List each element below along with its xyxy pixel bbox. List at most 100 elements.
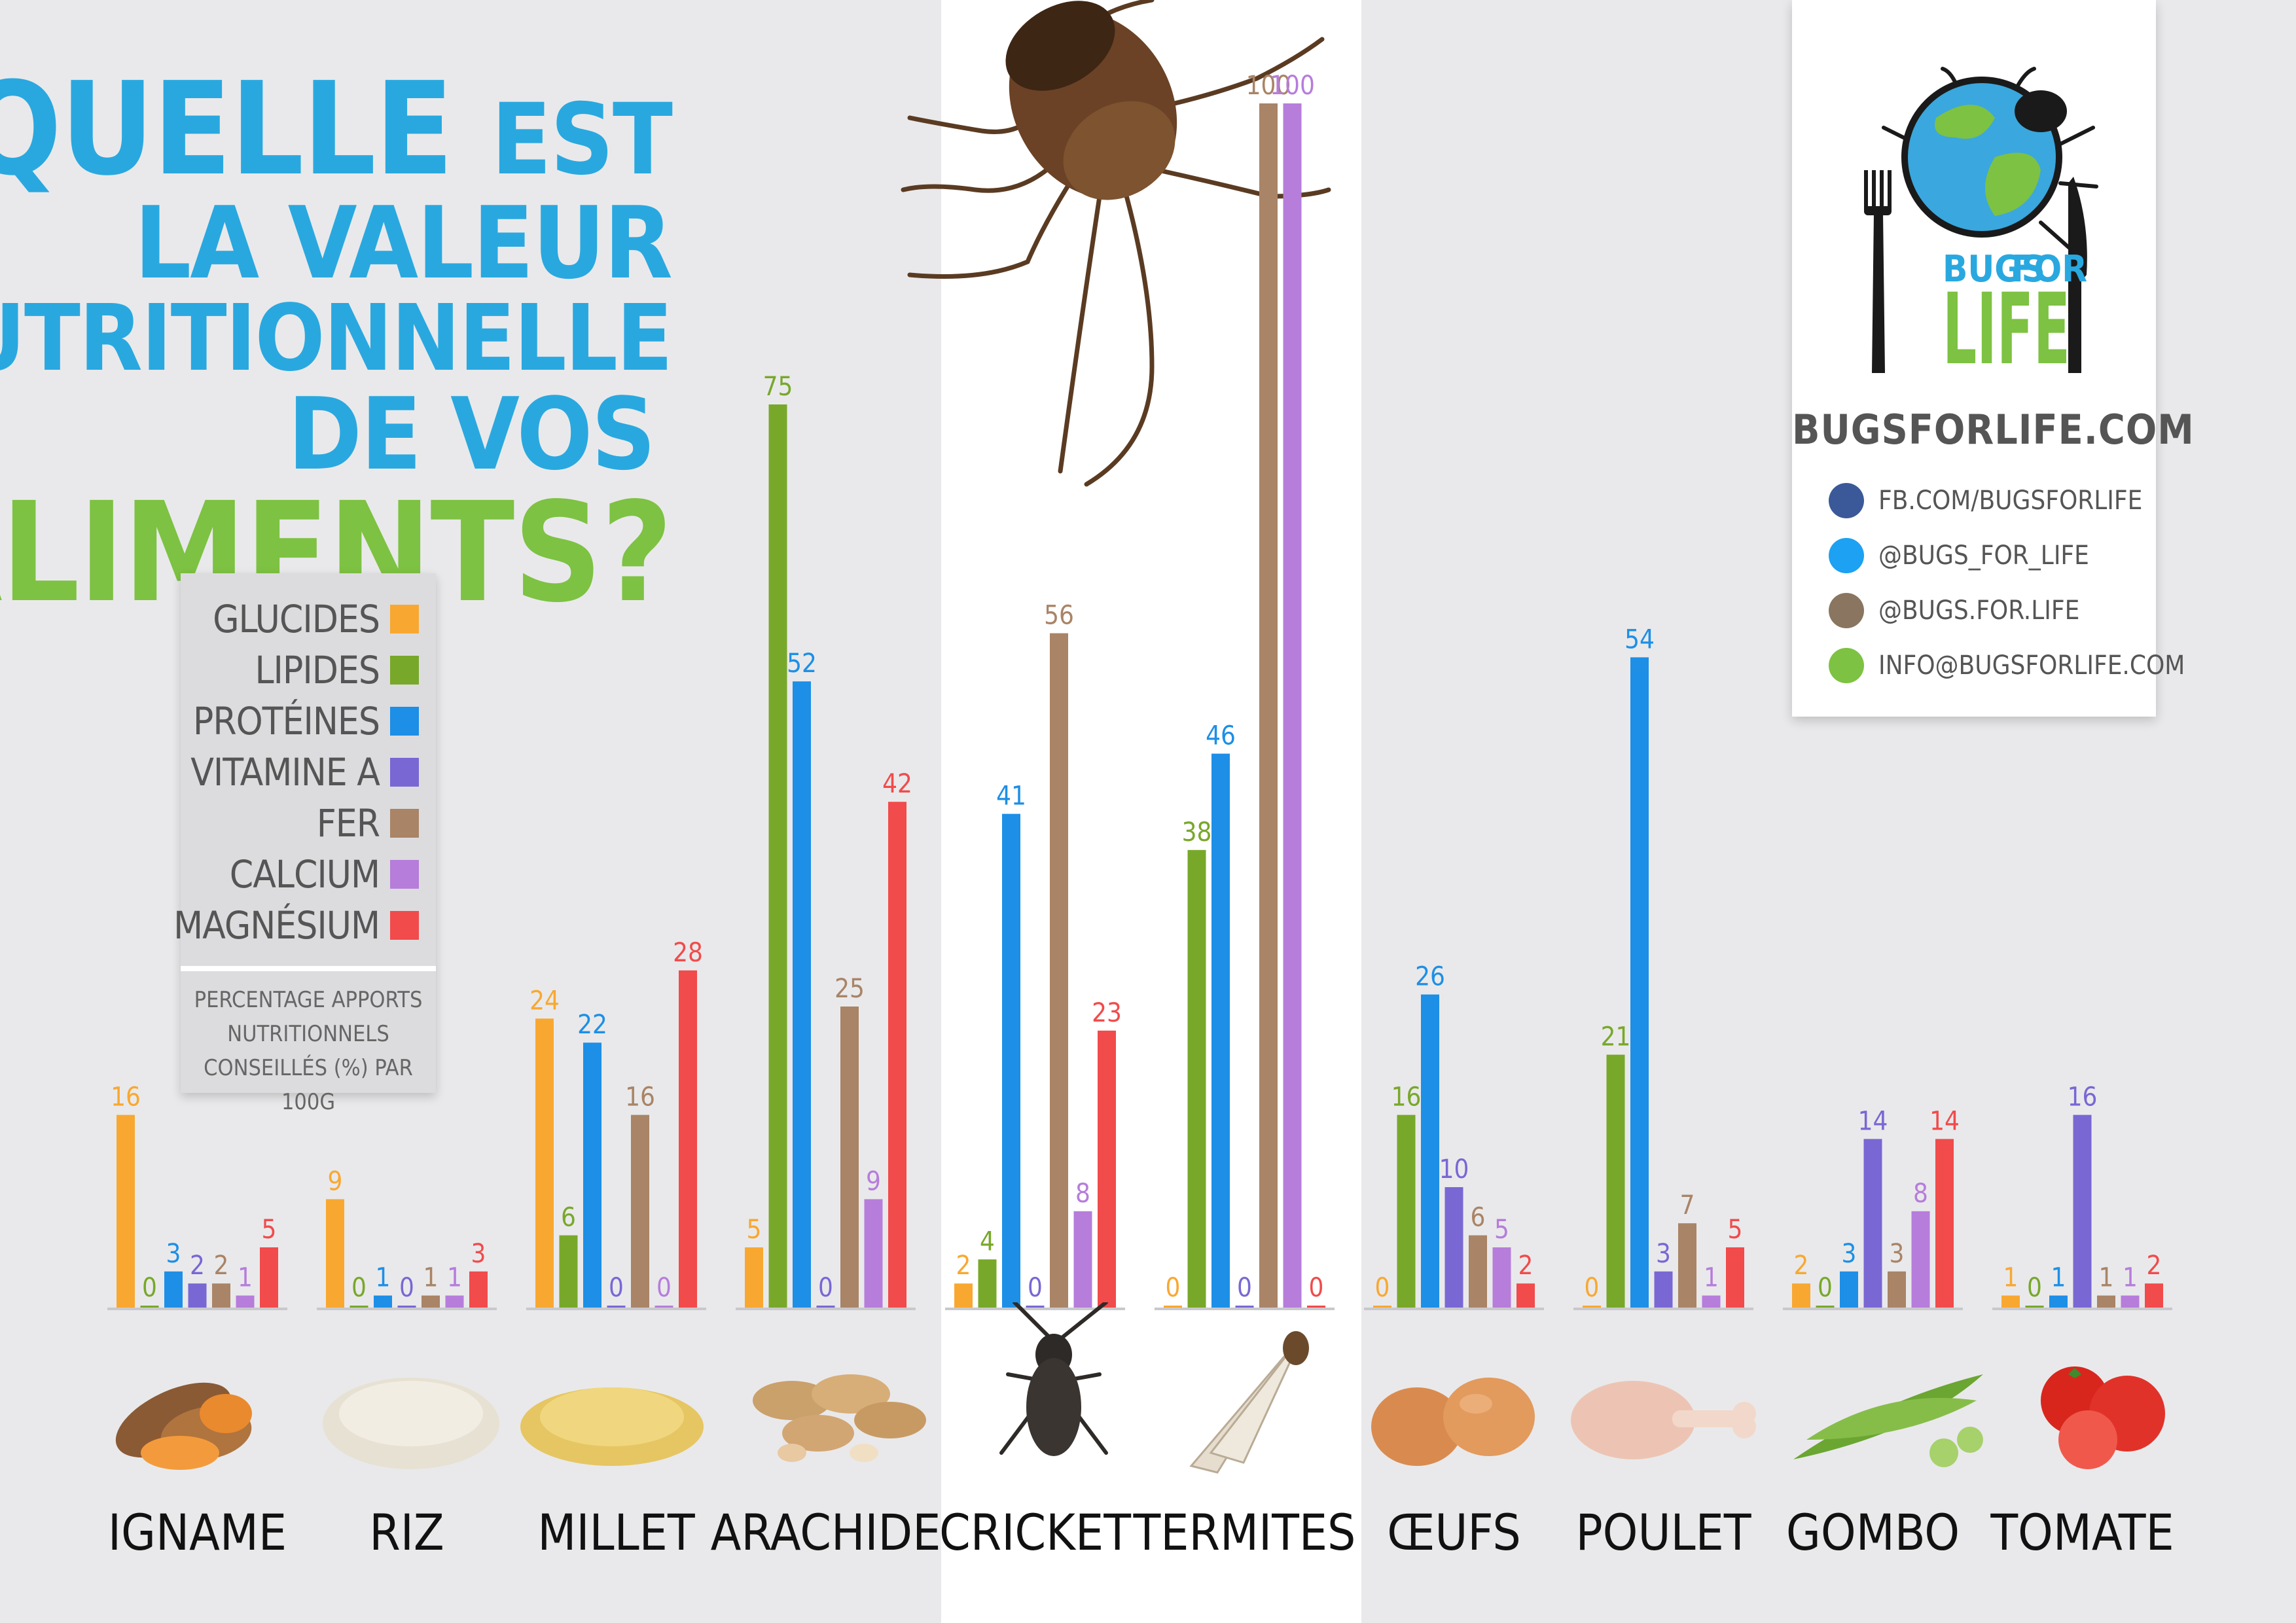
data-label: 5 <box>1494 1215 1509 1245</box>
bar <box>583 1043 601 1308</box>
legend-label: FER <box>316 801 380 846</box>
svg-text:FOR: FOR <box>2011 248 2087 291</box>
bar <box>374 1295 392 1308</box>
bar <box>2121 1295 2140 1308</box>
bar <box>1073 1211 1092 1308</box>
social-text: @BUGS_FOR_LIFE <box>1878 541 2089 571</box>
data-label: 16 <box>1391 1082 1422 1113</box>
data-label: 0 <box>1585 1273 1600 1303</box>
bar <box>1307 1306 1325 1308</box>
social-text: @BUGS.FOR.LIFE <box>1878 596 2080 626</box>
data-label: 0 <box>656 1273 672 1303</box>
data-label: 3 <box>1842 1239 1857 1269</box>
bugs-for-life-logo: BUGS FOR LIFE <box>1864 67 2098 380</box>
group-baseline <box>1573 1308 1753 1310</box>
category-label: TERMITES <box>1133 1503 1356 1561</box>
data-label: 22 <box>577 1010 607 1040</box>
social-link[interactable]: @BUGS_FOR_LIFE <box>1829 538 2089 573</box>
data-label: 4 <box>980 1226 995 1257</box>
data-label: 5 <box>262 1215 277 1245</box>
data-label: 0 <box>1309 1273 1324 1303</box>
bar <box>1816 1306 1835 1308</box>
bar <box>236 1295 255 1308</box>
bar <box>1654 1271 1673 1308</box>
data-label: 2 <box>1794 1251 1809 1281</box>
data-label: 41 <box>996 781 1026 812</box>
category-label: RIZ <box>369 1503 444 1561</box>
social-link[interactable]: @BUGS.FOR.LIFE <box>1829 593 2079 628</box>
data-label: 3 <box>471 1239 486 1269</box>
data-label: 0 <box>609 1273 624 1303</box>
legend-item: FER <box>317 801 419 846</box>
bar <box>326 1199 344 1308</box>
social-text: INFO@BUGSFORLIFE.COM <box>1878 651 2185 681</box>
bar <box>445 1295 464 1308</box>
social-text: FB.COM/BUGSFORLIFE <box>1878 486 2143 516</box>
bar <box>1050 633 1068 1308</box>
bar <box>2073 1115 2092 1308</box>
legend-label: VITAMINE A <box>190 750 380 794</box>
data-label: 46 <box>1206 721 1236 751</box>
data-label: 1 <box>238 1263 253 1293</box>
tomato-icon <box>2041 1366 2165 1469</box>
data-label: 8 <box>1075 1179 1090 1209</box>
brand-card: BUGS FOR LIFE BUGSFORLIFE.COM FB.COM/BUG… <box>1792 0 2195 717</box>
bar <box>1283 103 1302 1308</box>
data-label: 14 <box>1929 1106 1960 1136</box>
group-baseline <box>736 1308 916 1310</box>
legend-swatch <box>390 656 419 685</box>
bar <box>954 1283 973 1308</box>
group-baseline <box>1364 1308 1544 1310</box>
bar <box>2049 1295 2068 1308</box>
legend-swatch <box>390 707 419 736</box>
bar <box>1840 1271 1858 1308</box>
legend-label: LIPIDES <box>255 648 380 692</box>
data-label: 0 <box>1818 1273 1833 1303</box>
bar <box>2097 1295 2115 1308</box>
bar <box>1187 849 1206 1308</box>
bar <box>1492 1247 1511 1308</box>
website-url[interactable]: BUGSFORLIFE.COM <box>1792 406 2195 454</box>
social-link[interactable]: FB.COM/BUGSFORLIFE <box>1829 483 2142 518</box>
social-link[interactable]: INFO@BUGSFORLIFE.COM <box>1829 648 2185 683</box>
data-label: 1 <box>1704 1263 1719 1293</box>
bar <box>1421 994 1439 1308</box>
bar <box>1863 1139 1882 1308</box>
bar <box>350 1306 368 1308</box>
bar <box>1469 1235 1487 1308</box>
data-label: 0 <box>1166 1273 1181 1303</box>
legend-item: CALCIUM <box>230 852 419 897</box>
data-label: 1 <box>2051 1263 2066 1293</box>
yam-icon <box>115 1382 252 1470</box>
bar <box>1888 1271 1906 1308</box>
data-label: 7 <box>1680 1190 1695 1221</box>
group-baseline <box>1155 1308 1335 1310</box>
bar <box>2025 1306 2044 1308</box>
data-label: 0 <box>1375 1273 1390 1303</box>
bar <box>1098 1030 1116 1308</box>
eggs-icon <box>1371 1378 1535 1466</box>
bar <box>1164 1306 1182 1308</box>
data-label: 0 <box>399 1273 414 1303</box>
twitter-icon <box>1829 538 1864 573</box>
data-label: 16 <box>111 1082 141 1113</box>
data-label: 3 <box>1656 1239 1671 1269</box>
group-baseline <box>317 1308 497 1310</box>
legend-label: CALCIUM <box>229 852 380 897</box>
peanut-icon <box>753 1374 926 1462</box>
data-label: 3 <box>1890 1239 1905 1269</box>
data-label: 0 <box>818 1273 833 1303</box>
data-label: 1 <box>2099 1263 2114 1293</box>
data-label: 5 <box>747 1215 762 1245</box>
bar <box>1726 1247 1744 1308</box>
bar <box>1583 1306 1601 1308</box>
data-label: 26 <box>1415 962 1445 992</box>
category-label: CRICKET <box>939 1503 1132 1561</box>
data-label: 0 <box>1237 1273 1252 1303</box>
data-label: 28 <box>673 938 703 968</box>
bar <box>212 1283 230 1308</box>
legend-item: MAGNÉSIUM <box>173 903 419 948</box>
bar <box>768 404 787 1308</box>
legend-label: GLUCIDES <box>213 597 380 641</box>
legend-label: PROTÉINES <box>192 699 380 743</box>
